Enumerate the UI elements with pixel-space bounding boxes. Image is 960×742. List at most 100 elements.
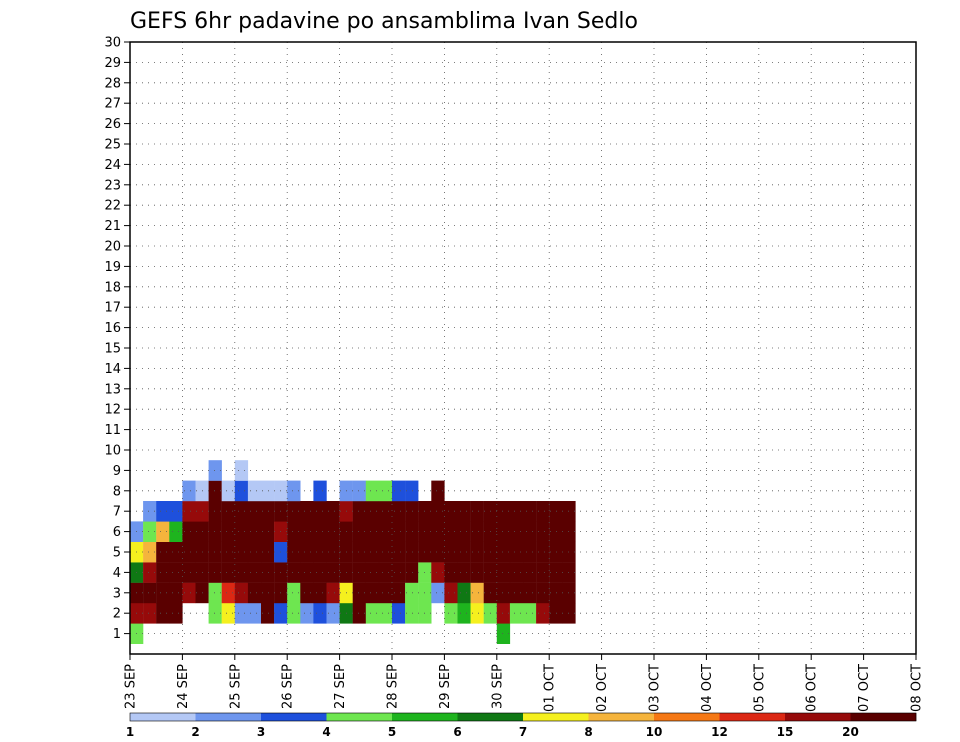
heatmap-cell <box>208 501 222 522</box>
heatmap-cell <box>261 480 275 502</box>
heatmap-cell <box>378 501 393 522</box>
heatmap-cell <box>143 582 157 604</box>
y-axis: 1234567891011121314151617181920212223242… <box>104 36 130 642</box>
y-tick-label: 14 <box>104 362 121 377</box>
heatmap-cell <box>182 562 196 583</box>
heatmap-cell <box>431 501 445 522</box>
heatmap-cell <box>431 521 445 542</box>
heatmap-cell <box>313 562 327 583</box>
heatmap-cell <box>365 603 380 624</box>
heatmap-cell <box>156 603 170 624</box>
heatmap-cell <box>169 521 183 542</box>
heatmap-cell <box>234 603 249 624</box>
y-tick-label: 22 <box>104 199 121 214</box>
heatmap-cell <box>300 501 314 522</box>
heatmap-cell <box>523 562 537 583</box>
grid-lines <box>130 41 916 654</box>
y-tick-label: 30 <box>104 36 121 51</box>
heatmap-cell <box>156 521 170 542</box>
heatmap-cell <box>234 562 249 583</box>
x-axis: 23 SEP 24 SEP 25 SEP 26 SEP 27 SEP 28 SEP 29 S… <box>124 654 925 712</box>
heatmap-cell <box>378 562 393 583</box>
heatmap-cell <box>405 501 419 522</box>
heatmap-cell <box>313 521 327 542</box>
colorbar-swatch <box>392 713 458 721</box>
heatmap-cell <box>221 562 235 583</box>
heatmap-cell <box>352 582 366 604</box>
heatmap-cell <box>536 562 550 583</box>
heatmap-cell <box>143 521 157 542</box>
heatmap-cell <box>523 501 537 522</box>
heatmap-cell <box>509 582 524 604</box>
heatmap-cell <box>208 562 222 583</box>
colorbar-label: 1 <box>126 725 134 739</box>
colorbar-label: 12 <box>711 725 728 739</box>
heatmap-cell <box>156 541 170 563</box>
heatmap-cells <box>130 460 576 644</box>
y-tick-label: 29 <box>104 56 121 71</box>
heatmap-cell <box>208 521 222 542</box>
colorbar-swatch <box>195 713 262 721</box>
heatmap-cell <box>392 480 406 502</box>
heatmap-cell <box>326 603 340 624</box>
heatmap-cell <box>326 562 340 583</box>
heatmap-cell <box>405 521 419 542</box>
heatmap-cell <box>549 541 563 563</box>
heatmap-cell <box>247 480 262 502</box>
x-tick-label: 27 SEP <box>333 664 348 709</box>
heatmap-cell <box>405 582 419 604</box>
heatmap-cell <box>287 562 301 583</box>
heatmap-cell <box>221 480 235 502</box>
heatmap-cell <box>405 603 419 624</box>
x-tick-label: 23 SEP <box>124 664 139 709</box>
y-tick-label: 2 <box>113 607 121 622</box>
y-tick-label: 10 <box>104 444 121 459</box>
heatmap-cell <box>523 603 537 624</box>
heatmap-cell <box>470 501 484 522</box>
heatmap-cell <box>444 521 458 542</box>
heatmap-cell <box>536 603 550 624</box>
heatmap-cell <box>182 541 196 563</box>
colorbar-swatch <box>719 713 786 721</box>
x-tick-label: 28 SEP <box>386 664 401 709</box>
heatmap-cell <box>169 582 183 604</box>
heatmap-cell <box>549 603 563 624</box>
heatmap-cell <box>365 582 380 604</box>
heatmap-cell <box>378 480 393 502</box>
heatmap-cell <box>365 562 380 583</box>
heatmap-cell <box>169 501 183 522</box>
heatmap-cell <box>182 501 196 522</box>
heatmap-cell <box>261 521 275 542</box>
heatmap-cell <box>365 521 380 542</box>
heatmap-cell <box>523 582 537 604</box>
heatmap-cell <box>457 541 471 563</box>
heatmap-cell <box>208 582 222 604</box>
colorbar-label: 15 <box>777 725 794 739</box>
heatmap-cell <box>549 521 563 542</box>
heatmap-cell <box>536 521 550 542</box>
heatmap-cell <box>326 582 340 604</box>
colorbar-label: 3 <box>257 725 265 739</box>
heatmap-cell <box>234 541 249 563</box>
heatmap-cell <box>313 480 327 502</box>
heatmap-cell <box>496 623 511 644</box>
heatmap-cell <box>261 582 275 604</box>
y-tick-label: 5 <box>113 546 121 561</box>
heatmap-cell <box>234 582 249 604</box>
colorbar-label: 5 <box>388 725 396 739</box>
y-tick-label: 11 <box>104 423 121 438</box>
chart-title: GEFS 6hr padavine po ansamblima Ivan Sed… <box>130 9 638 34</box>
heatmap-cell <box>405 541 419 563</box>
heatmap-cell <box>234 460 249 481</box>
heatmap-cell <box>444 603 458 624</box>
colorbar-swatch <box>130 713 196 721</box>
heatmap-cell <box>261 603 275 624</box>
heatmap-cell <box>444 562 458 583</box>
heatmap-cell <box>392 582 406 604</box>
heatmap-cell <box>221 501 235 522</box>
heatmap-cell <box>156 501 170 522</box>
y-tick-label: 9 <box>113 464 121 479</box>
heatmap-cell <box>457 582 471 604</box>
heatmap-cell <box>247 582 262 604</box>
